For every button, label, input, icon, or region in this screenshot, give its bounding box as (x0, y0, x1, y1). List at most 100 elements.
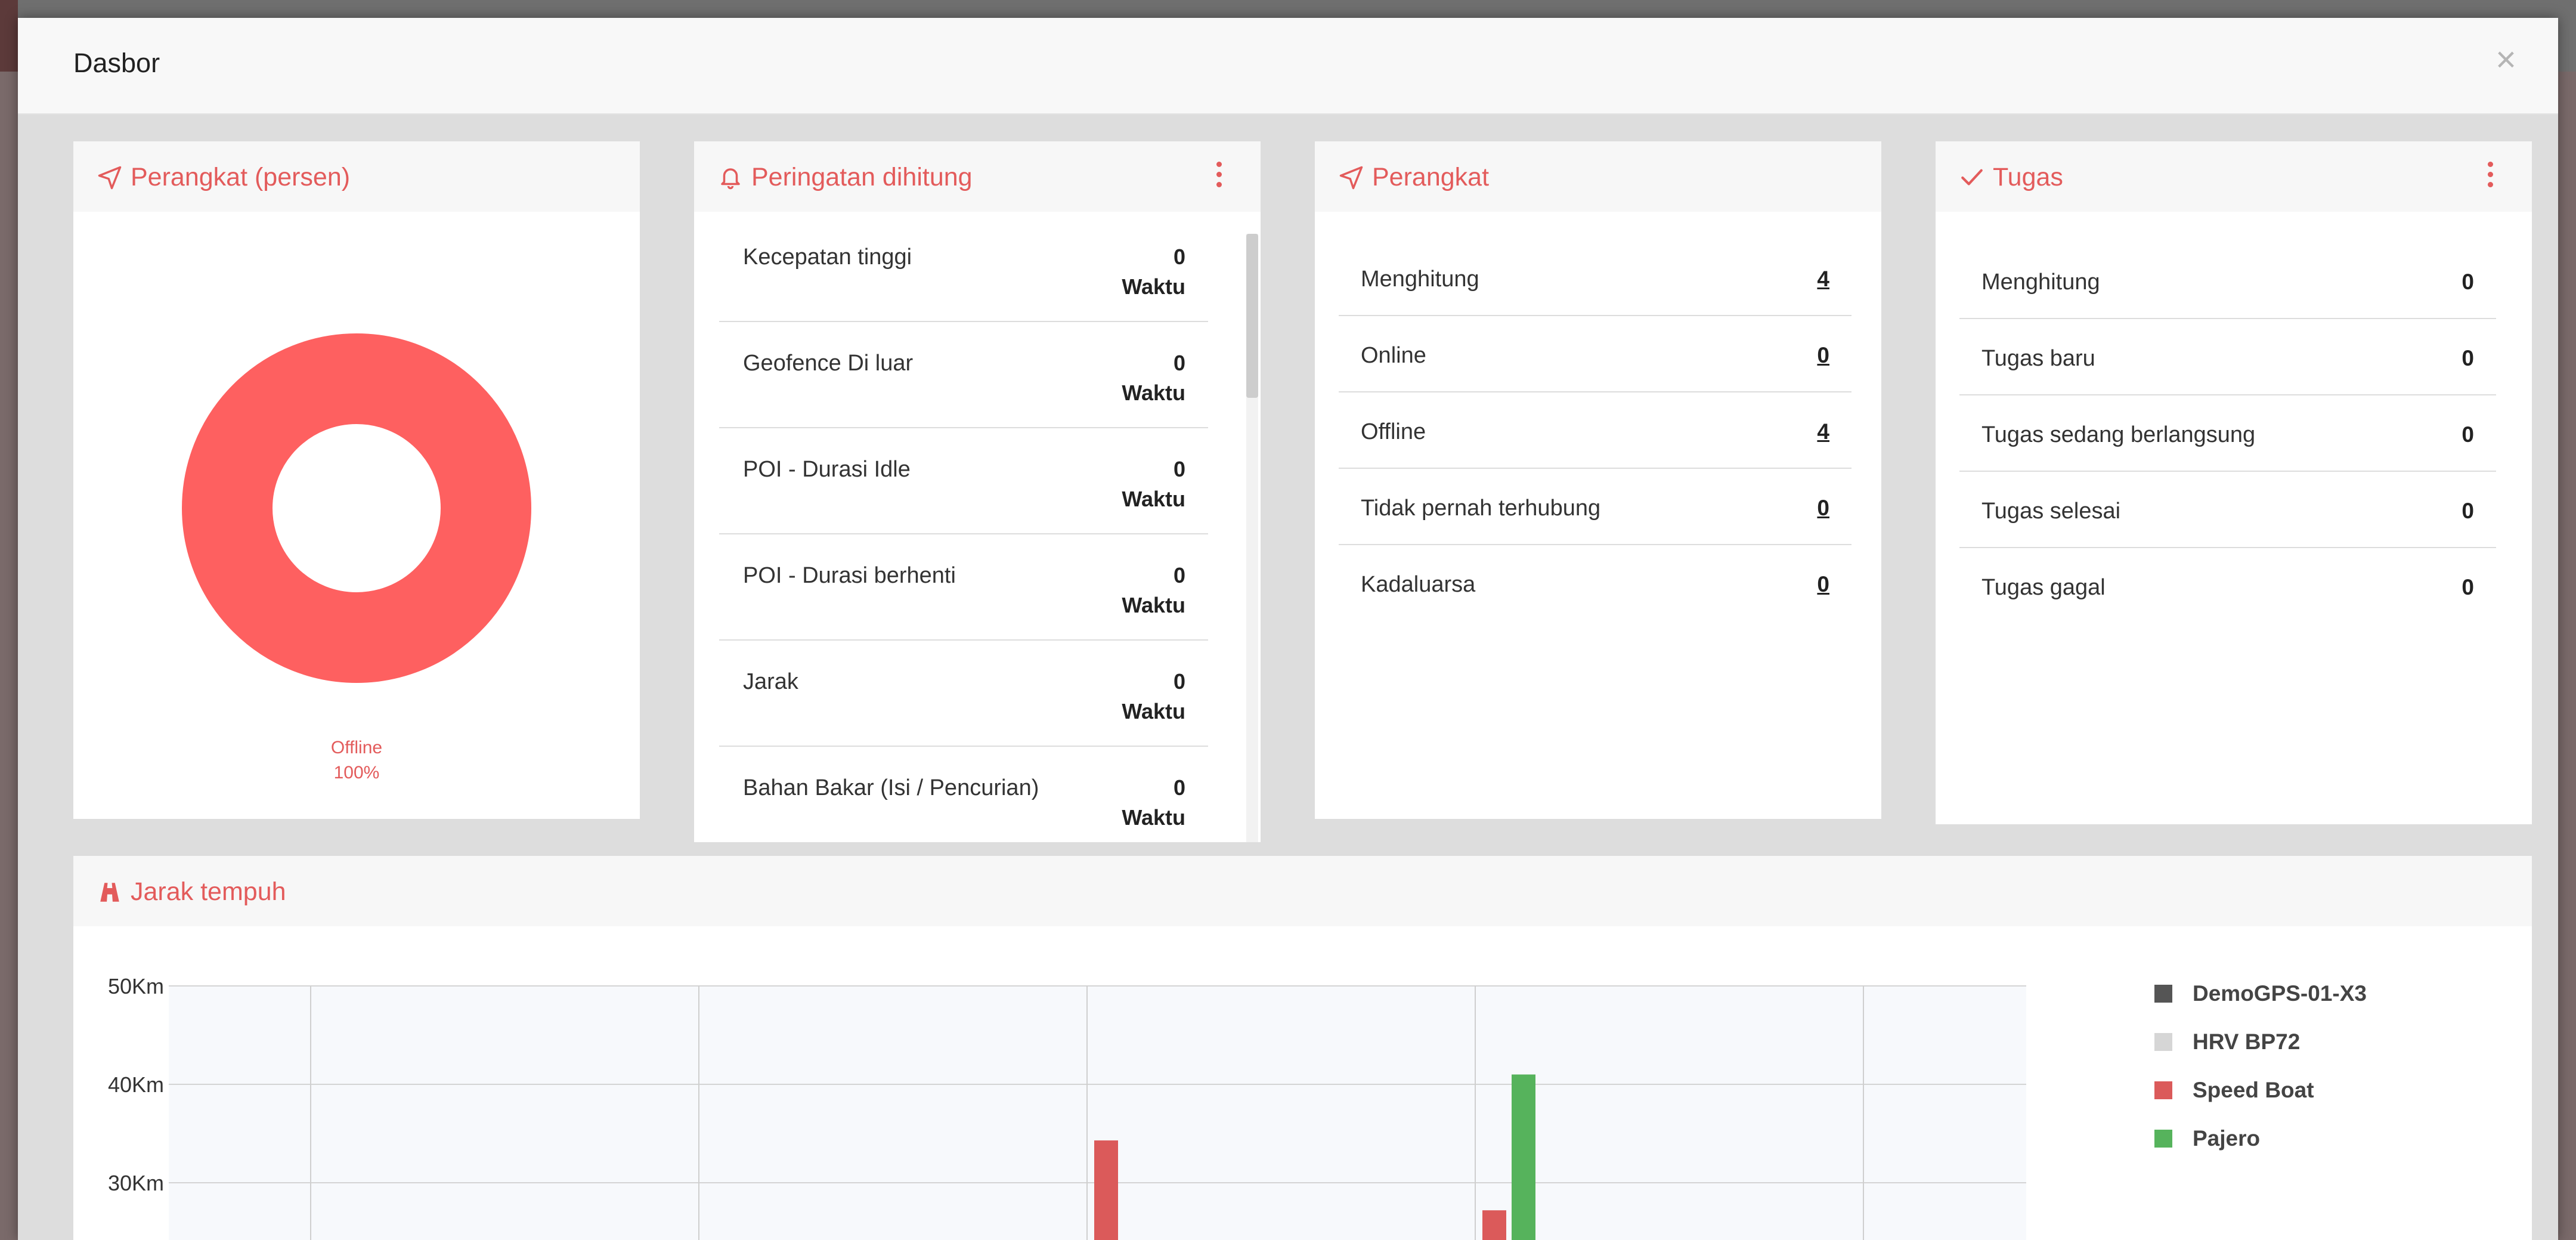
panel-header: Perangkat (persen) (73, 141, 640, 212)
panel-header: Jarak tempuh (73, 856, 2532, 926)
panel-title-text: Peringatan dihitung (751, 163, 973, 191)
list-item: Geofence Di luar 0 Waktu (719, 322, 1208, 428)
distance-panel: Jarak tempuh 50Km 40Km 30Km DemoGPS-01-X3 H… (73, 856, 2532, 1240)
dashboard-modal: Dasbor × Perangkat (persen) Offline 100%… (18, 18, 2558, 1240)
background-app-edge (0, 72, 18, 1240)
device-stat-name: Offline (1361, 419, 1426, 444)
alert-unit: Waktu (1122, 593, 1185, 617)
list-item: Tugas selesai 0 (1959, 472, 2496, 548)
legend-item[interactable]: HRV BP72 (2154, 1018, 2367, 1066)
legend-swatch (2154, 1129, 2172, 1148)
task-stat-name: Tugas selesai (1981, 499, 2121, 524)
device-stat-name: Menghitung (1361, 267, 1479, 292)
list-item: Online 0 (1339, 316, 1852, 392)
panel-title-text: Perangkat (1372, 163, 1490, 191)
list-item: Jarak 0 Waktu (719, 641, 1208, 747)
task-stat-name: Tugas sedang berlangsung (1981, 422, 2256, 447)
legend-label: DemoGPS-01-X3 (2193, 981, 2367, 1006)
legend-swatch (2154, 984, 2172, 1003)
task-stat-value: 0 (2462, 575, 2474, 599)
donut-chart (182, 333, 531, 683)
devices-percent-panel: Perangkat (persen) Offline 100% (73, 141, 640, 819)
panel-title-text: Perangkat (persen) (131, 163, 351, 191)
task-stat-name: Menghitung (1981, 270, 2100, 295)
task-stat-name: Tugas gagal (1981, 575, 2106, 600)
y-tick-label: 40Km (108, 1072, 164, 1097)
alerts-panel: Peringatan dihitung Kecepatan tinggi 0 W… (694, 141, 1261, 842)
tasks-panel: Tugas Menghitung 0 Tugas baru 0 Tugas se… (1936, 141, 2532, 824)
alert-name: Jarak (743, 669, 798, 694)
alert-unit: Waktu (1122, 381, 1185, 405)
bar-speed-boat (1482, 1210, 1506, 1240)
donut-legend-label: Offline (330, 738, 383, 757)
bar-speed-boat (1094, 1140, 1118, 1240)
list-item: POI - Durasi Idle 0 Waktu (719, 428, 1208, 534)
panel-header: Perangkat (1315, 141, 1881, 212)
legend-item[interactable]: Pajero (2154, 1114, 2367, 1162)
device-stat-link[interactable]: 4 (1817, 267, 1829, 291)
list-item: Offline 4 (1339, 392, 1852, 469)
panel-title-text: Tugas (1993, 163, 2063, 191)
device-stat-name: Kadaluarsa (1361, 572, 1476, 597)
panel-header: Peringatan dihitung (694, 141, 1261, 212)
panel-title-text: Jarak tempuh (131, 877, 286, 906)
list-item: Kadaluarsa 0 (1339, 545, 1852, 620)
distance-bar-chart: 50Km 40Km 30Km (108, 974, 2026, 1240)
alert-unit: Waktu (1122, 699, 1185, 723)
tasks-list: Menghitung 0 Tugas baru 0 Tugas sedang b… (1959, 243, 2496, 623)
scrollbar-thumb[interactable] (1246, 234, 1258, 398)
list-item: Kecepatan tinggi 0 Waktu (719, 216, 1208, 322)
list-item: Tugas sedang berlangsung 0 (1959, 395, 2496, 472)
list-item: POI - Durasi berhenti 0 Waktu (719, 534, 1208, 641)
y-tick-label: 30Km (108, 1171, 164, 1195)
legend-label: Pajero (2193, 1125, 2261, 1151)
kebab-menu-icon[interactable] (1213, 162, 1225, 191)
y-tick-label: 50Km (108, 974, 164, 998)
alert-name: POI - Durasi berhenti (743, 563, 956, 588)
legend-label: Speed Boat (2193, 1077, 2314, 1102)
alerts-list: Kecepatan tinggi 0 Waktu Geofence Di lua… (719, 216, 1208, 842)
panel-title: Perangkat (persen) (97, 163, 350, 192)
devices-panel: Perangkat Menghitung 4 Online 0 Offline … (1315, 141, 1881, 819)
device-stat-link[interactable]: 4 (1817, 419, 1829, 444)
alert-name: POI - Durasi Idle (743, 457, 911, 482)
panel-title: Perangkat (1339, 163, 1489, 192)
modal-header: Dasbor × (18, 18, 2558, 115)
task-stat-value: 0 (2462, 422, 2474, 447)
device-stat-link[interactable]: 0 (1817, 343, 1829, 367)
alert-name: Kecepatan tinggi (743, 245, 912, 270)
donut-slice-offline[interactable] (182, 333, 531, 683)
check-icon (1961, 169, 1983, 185)
device-stat-name: Online (1361, 343, 1426, 368)
panel-header: Tugas (1936, 141, 2532, 212)
task-stat-value: 0 (2462, 346, 2474, 370)
legend-label: HRV BP72 (2193, 1029, 2301, 1054)
bar-pajero (1512, 1074, 1535, 1240)
legend-item[interactable]: Speed Boat (2154, 1066, 2367, 1114)
list-item: Bahan Bakar (Isi / Pencurian) 0 Waktu (719, 747, 1208, 842)
alert-count: 0 (1173, 775, 1185, 800)
device-stat-link[interactable]: 0 (1817, 572, 1829, 596)
panel-title: Jarak tempuh (97, 877, 286, 907)
list-item: Tidak pernah terhubung 0 (1339, 469, 1852, 545)
device-stat-link[interactable]: 0 (1817, 496, 1829, 520)
chart-legend: DemoGPS-01-X3 HRV BP72 Speed Boat Pajero (2154, 969, 2367, 1162)
bell-icon (721, 168, 740, 189)
list-item: Menghitung 0 (1959, 243, 2496, 319)
panel-title: Peringatan dihitung (718, 163, 973, 192)
legend-item[interactable]: DemoGPS-01-X3 (2154, 969, 2367, 1018)
alert-count: 0 (1173, 669, 1185, 694)
alert-count: 0 (1173, 457, 1185, 481)
close-icon[interactable]: × (2495, 39, 2516, 79)
kebab-menu-icon[interactable] (2484, 162, 2496, 191)
alert-count: 0 (1173, 563, 1185, 587)
alert-name: Geofence Di luar (743, 351, 914, 376)
device-stat-name: Tidak pernah terhubung (1361, 496, 1601, 521)
legend-swatch (2154, 1032, 2172, 1051)
panel-title: Tugas (1959, 163, 2063, 192)
devices-list: Menghitung 4 Online 0 Offline 4 Tidak pe… (1339, 240, 1852, 620)
road-icon (100, 882, 119, 902)
list-item: Tugas baru 0 (1959, 319, 2496, 395)
task-stat-value: 0 (2462, 499, 2474, 523)
legend-swatch (2154, 1081, 2172, 1099)
